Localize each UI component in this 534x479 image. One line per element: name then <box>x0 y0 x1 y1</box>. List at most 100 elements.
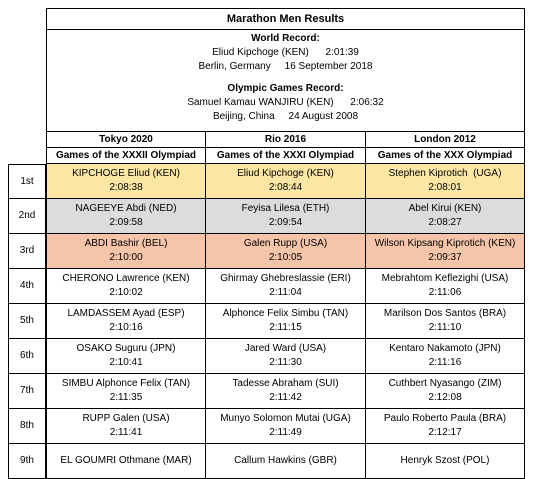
finish-time: 2:10:16 <box>109 322 143 333</box>
athlete-name: Paulo Roberto Paula (BRA) <box>383 413 507 424</box>
games-header-london: London 2012 <box>366 132 525 148</box>
result-cell: LAMDASSEM Ayad (ESP) 2:10:16 <box>46 304 206 339</box>
result-cell: Wilson Kipsang Kiprotich (KEN) 2:09:37 <box>366 234 525 269</box>
athlete-name: RUPP Galen (USA) <box>82 413 170 424</box>
result-cell: Alphonce Felix Simbu (TAN) 2:11:15 <box>206 304 366 339</box>
athlete-name: Tadesse Abraham (SUI) <box>232 378 339 389</box>
place-cell: 4th <box>8 269 46 304</box>
finish-time: 2:11:35 <box>109 392 143 403</box>
results-sheet: Marathon Men Results World Record: Eliud… <box>8 8 525 479</box>
result-cell: Mebrahtom Keflezighi (USA) 2:11:06 <box>366 269 525 304</box>
athlete-name: EL GOUMRI Othmane (MAR) <box>60 455 192 466</box>
place-cell: 8th <box>8 409 46 444</box>
finish-time: 2:11:16 <box>428 357 462 368</box>
records-block: World Record: Eliud Kipchoge (KEN) 2:01:… <box>46 30 525 132</box>
games-olympiad-tokyo: Games of the XXXII Olympiad <box>55 149 197 161</box>
games-sub-tokyo: Games of the XXXII Olympiad <box>46 148 206 164</box>
athlete-name: Henryk Szost (POL) <box>400 455 490 466</box>
finish-time: 2:11:41 <box>109 427 143 438</box>
finish-time: 2:10:00 <box>109 252 143 263</box>
result-cell: CHERONO Lawrence (KEN) 2:10:02 <box>46 269 206 304</box>
finish-time: 2:11:15 <box>269 322 302 333</box>
world-record-venue: Berlin, Germany 16 September 2018 <box>198 61 373 72</box>
finish-time: 2:09:37 <box>428 252 462 263</box>
athlete-name: Feyisa Lilesa (ETH) <box>241 203 330 214</box>
finish-time: 2:12:08 <box>428 392 462 403</box>
place-label: 4th <box>20 280 34 291</box>
result-cell: Kentaro Nakamoto (JPN) 2:11:16 <box>366 339 525 374</box>
place-label: 9th <box>20 455 34 466</box>
games-name-london: London 2012 <box>414 133 476 145</box>
athlete-name: Munyo Solomon Mutai (UGA) <box>220 413 351 424</box>
games-header-rio: Rio 2016 <box>206 132 366 148</box>
place-label: 3rd <box>19 245 35 256</box>
place-label: 5th <box>20 315 34 326</box>
result-cell: Cuthbert Nyasango (ZIM) 2:12:08 <box>366 374 525 409</box>
result-cell: Galen Rupp (USA) 2:10:05 <box>206 234 366 269</box>
finish-time: 2:11:30 <box>269 357 302 368</box>
finish-time: 2:11:04 <box>269 287 302 298</box>
place-label: 2nd <box>18 210 36 221</box>
athlete-name: KIPCHOGE Eliud (KEN) <box>72 168 180 179</box>
games-header-tokyo: Tokyo 2020 <box>46 132 206 148</box>
games-olympiad-rio: Games of the XXXI Olympiad <box>216 149 355 161</box>
finish-time: 2:12:17 <box>428 427 462 438</box>
finish-time: 2:11:10 <box>428 322 462 333</box>
finish-time: 2:09:58 <box>109 217 143 228</box>
place-label: 8th <box>20 420 34 431</box>
result-cell: Abel Kirui (KEN) 2:08:27 <box>366 199 525 234</box>
result-cell: RUPP Galen (USA) 2:11:41 <box>46 409 206 444</box>
place-cell: 2nd <box>8 199 46 234</box>
athlete-name: NAGEEYE Abdi (NED) <box>75 203 177 214</box>
athlete-name: Wilson Kipsang Kiprotich (KEN) <box>374 238 516 249</box>
athlete-name: Kentaro Nakamoto (JPN) <box>389 343 501 354</box>
place-cell: 6th <box>8 339 46 374</box>
athlete-name: ABDI Bashir (BEL) <box>84 238 168 249</box>
result-cell: Marilson Dos Santos (BRA) 2:11:10 <box>366 304 525 339</box>
athlete-name: Mebrahtom Keflezighi (USA) <box>381 273 509 284</box>
athlete-name: CHERONO Lawrence (KEN) <box>62 273 190 284</box>
world-record-holder: Eliud Kipchoge (KEN) 2:01:39 <box>212 47 359 58</box>
result-cell: KIPCHOGE Eliud (KEN) 2:08:38 <box>46 164 206 199</box>
result-cell: OSAKO Suguru (JPN) 2:10:41 <box>46 339 206 374</box>
athlete-name: Marilson Dos Santos (BRA) <box>383 308 507 319</box>
athlete-name: Eliud Kipchoge (KEN) <box>237 168 334 179</box>
finish-time: 2:08:38 <box>109 182 143 193</box>
games-sub-london: Games of the XXX Olympiad <box>366 148 525 164</box>
result-cell: Paulo Roberto Paula (BRA) 2:12:17 <box>366 409 525 444</box>
athlete-name: Alphonce Felix Simbu (TAN) <box>222 308 349 319</box>
finish-time: 2:10:02 <box>109 287 143 298</box>
olympic-record-venue: Beijing, China 24 August 2008 <box>212 111 359 122</box>
result-cell: Jared Ward (USA) 2:11:30 <box>206 339 366 374</box>
athlete-name: OSAKO Suguru (JPN) <box>76 343 176 354</box>
finish-time: 2:08:01 <box>428 182 462 193</box>
finish-time: 2:11:06 <box>428 287 462 298</box>
world-record-heading: World Record: <box>251 33 320 44</box>
athlete-name: Callum Hawkins (GBR) <box>234 455 337 466</box>
athlete-name: Cuthbert Nyasango (ZIM) <box>388 378 502 389</box>
athlete-name: Stephen Kiprotich (UGA) <box>388 168 502 179</box>
place-cell: 3rd <box>8 234 46 269</box>
athlete-name: SIMBU Alphonce Felix (TAN) <box>61 378 191 389</box>
finish-time: 2:10:41 <box>109 357 143 368</box>
place-label: 7th <box>20 385 34 396</box>
finish-time: 2:09:54 <box>268 217 303 228</box>
olympic-record-holder: Samuel Kamau WANJIRU (KEN) 2:06:32 <box>187 97 384 108</box>
place-cell: 7th <box>8 374 46 409</box>
games-name-tokyo: Tokyo 2020 <box>99 133 153 145</box>
games-sub-rio: Games of the XXXI Olympiad <box>206 148 366 164</box>
games-name-rio: Rio 2016 <box>264 133 307 145</box>
result-cell: NAGEEYE Abdi (NED) 2:09:58 <box>46 199 206 234</box>
place-label: 1st <box>20 175 34 187</box>
finish-time: 2:08:27 <box>428 217 462 228</box>
place-cell: 5th <box>8 304 46 339</box>
finish-time: 2:11:42 <box>269 392 302 403</box>
place-label: 6th <box>20 350 34 361</box>
athlete-name: Abel Kirui (KEN) <box>408 203 482 214</box>
finish-time: 2:11:49 <box>269 427 302 438</box>
result-cell: SIMBU Alphonce Felix (TAN) 2:11:35 <box>46 374 206 409</box>
table-title-text: Marathon Men Results <box>226 13 345 25</box>
athlete-name: LAMDASSEM Ayad (ESP) <box>67 308 185 319</box>
athlete-name: Jared Ward (USA) <box>244 343 327 354</box>
finish-time: 2:08:44 <box>268 182 303 193</box>
